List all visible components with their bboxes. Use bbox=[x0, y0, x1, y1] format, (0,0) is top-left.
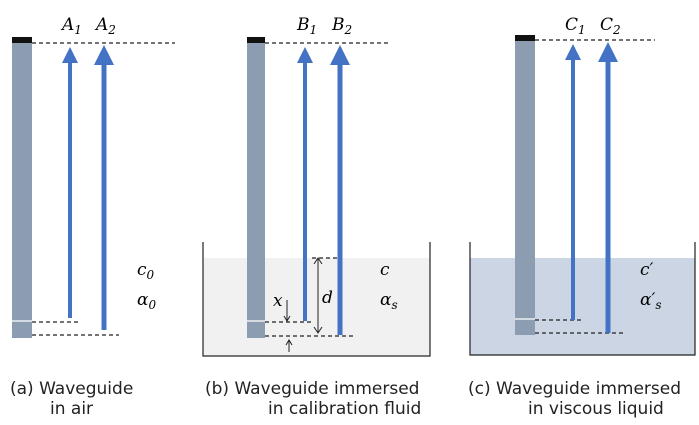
property-label-sub: 0 bbox=[148, 298, 156, 312]
property-label-sub: s bbox=[391, 298, 397, 312]
caption: in air bbox=[50, 399, 93, 419]
arrow-label-sub: 1 bbox=[578, 23, 586, 37]
property-label-base: c bbox=[137, 260, 147, 280]
caption: (b) Waveguide immersed bbox=[205, 379, 419, 399]
waveguide bbox=[247, 40, 265, 338]
property-label-base: c′ bbox=[640, 260, 654, 280]
diagram: A1A2c0α0(a) Waveguidein airB1B2cαs(b) Wa… bbox=[0, 0, 699, 425]
caption: in viscous liquid bbox=[528, 399, 664, 419]
arrow-label-sub: 1 bbox=[310, 23, 318, 37]
property-label: c0 bbox=[137, 260, 155, 282]
property-label-base: c bbox=[380, 260, 390, 280]
arrow-label-base: B bbox=[296, 15, 310, 35]
arrow-label-base: C bbox=[600, 15, 613, 35]
waveguide bbox=[12, 40, 32, 338]
property-label: c bbox=[380, 260, 390, 280]
arrow-label-sub: 2 bbox=[344, 23, 353, 37]
arrow-label-base: A bbox=[94, 15, 108, 35]
arrow-label: A2 bbox=[94, 15, 116, 37]
waveguide-cap bbox=[12, 37, 32, 43]
property-label-base: α′ bbox=[640, 290, 655, 310]
d-label: d bbox=[322, 288, 333, 308]
property-label-base: α bbox=[380, 290, 392, 310]
property-label-sub: s bbox=[655, 298, 661, 312]
arrow-label: A1 bbox=[60, 15, 82, 37]
waveguide bbox=[515, 38, 535, 335]
arrow-label-base: B bbox=[331, 15, 345, 35]
arrow-label: C1 bbox=[565, 15, 586, 37]
arrow-label-sub: 2 bbox=[107, 23, 116, 37]
arrow-label: C2 bbox=[600, 15, 621, 37]
property-label: α0 bbox=[137, 290, 156, 312]
waveguide-cap bbox=[247, 37, 265, 43]
property-label-sub: 0 bbox=[147, 268, 155, 282]
caption: (a) Waveguide bbox=[10, 379, 133, 399]
arrow-label-base: C bbox=[565, 15, 578, 35]
arrow-label: B1 bbox=[296, 15, 317, 37]
arrow-label: B2 bbox=[331, 15, 352, 37]
arrow-label-sub: 1 bbox=[74, 23, 82, 37]
arrow-label-sub: 2 bbox=[612, 23, 621, 37]
caption: (c) Waveguide immersed bbox=[468, 379, 681, 399]
x-label: x bbox=[273, 291, 283, 311]
arrow-label-base: A bbox=[60, 15, 74, 35]
caption: in calibration fluid bbox=[268, 399, 421, 419]
property-label-base: α bbox=[137, 290, 149, 310]
waveguide-cap bbox=[515, 35, 535, 41]
property-label: c′ bbox=[640, 260, 654, 280]
